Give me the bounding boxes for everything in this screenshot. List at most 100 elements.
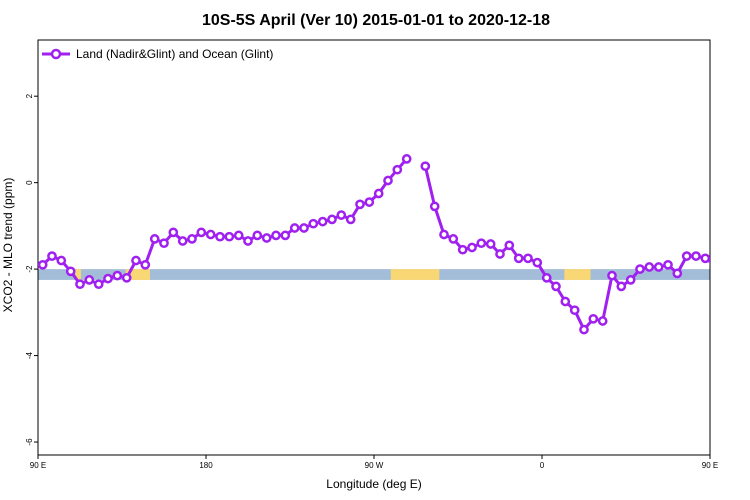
data-point [205,229,216,240]
data-point [345,214,356,225]
x-tick-label: 90 E [702,461,718,470]
data-point [681,251,692,261]
data-point [691,251,701,261]
y-tick-label: -4 [25,351,34,359]
data-point [392,164,403,175]
data-point [215,231,225,242]
data-point [457,244,468,255]
chart-title: 10S-5S April (Ver 10) 2015-01-01 to 2020… [202,12,550,29]
data-point [448,234,459,244]
data-point [149,234,160,244]
data-point [653,262,664,272]
data-point [56,255,67,266]
data-point [663,259,673,270]
x-axis-label: Longitude (deg E) [326,477,421,491]
data-point [224,231,235,242]
data-point [289,223,300,233]
data-point [551,281,561,292]
data-point [364,197,375,207]
data-point [476,238,487,249]
data-point [47,251,57,261]
data-point [420,161,431,172]
series-layer [38,154,746,335]
x-tick-label: 90 W [365,461,384,470]
data-point [93,279,104,290]
data-point [336,210,347,220]
data-point [168,227,179,238]
data-point [485,239,496,249]
data-point [308,218,319,229]
data-point [355,199,365,210]
data-point [504,240,515,251]
data-point [327,214,337,225]
legend: Land (Nadir&Glint) and Ocean (Glint) [42,47,273,61]
data-point [196,227,207,238]
data-point [588,313,599,324]
land-band-segment [390,269,440,280]
y-tick-label: 2 [25,93,34,98]
data-point [644,262,655,272]
data-point [65,266,76,277]
data-point [569,305,580,316]
x-tick-label: 0 [540,461,545,470]
data-point [75,279,85,290]
data-point [739,268,746,275]
data-point [177,236,188,246]
land-band-segment [564,269,591,280]
data-point [121,272,132,283]
data-point [84,275,95,285]
ocean-band [38,269,710,280]
plot-area [37,39,711,456]
data-point [635,264,645,274]
data-point [401,154,412,164]
data-point [616,281,627,292]
data-point [467,242,477,253]
y-tick-label: -6 [25,438,34,446]
y-tick-label: 0 [25,180,34,185]
data-point [513,253,524,264]
data-point [243,236,253,246]
data-point [159,238,169,249]
data-point [541,272,552,283]
data-point [373,188,384,199]
legend-entry-label: Land (Nadir&Glint) and Ocean (Glint) [76,47,273,61]
data-point [299,223,309,233]
data-point [532,257,543,268]
data-point [131,255,141,266]
x-tick-label: 180 [199,461,213,470]
data-point [672,268,683,279]
x-tick-label: 90 E [30,461,46,470]
data-point [709,263,710,266]
data-point [103,273,113,284]
series-line [41,157,710,332]
data-point [720,253,727,260]
data-point [233,230,244,241]
data-point [579,324,589,335]
data-point [140,259,151,270]
y-axis-label: XCO2 - MLO trend (ppm) [1,178,15,313]
data-point [383,175,393,186]
data-point [112,270,123,281]
data-point [252,230,263,241]
data-point [560,296,571,307]
data-point [317,216,328,227]
data-point [261,233,272,243]
data-point [495,249,505,259]
data-point [730,257,737,264]
data-point [700,253,710,264]
data-point [607,270,617,281]
data-point [280,230,291,241]
data-point [271,230,281,241]
y-tick-label: -2 [25,265,34,273]
surface-band [38,269,710,280]
land-band-segment [125,269,150,280]
legend-marker-swatch [50,48,62,60]
data-point [38,259,48,270]
data-point [597,316,608,326]
land-band-segment [75,269,81,280]
data-point [625,275,636,285]
axes: 90 E 180 90 W 0 90 E 2 0 -2 -4 -6 [25,93,718,470]
data-point [439,229,449,240]
data-point [187,234,197,244]
